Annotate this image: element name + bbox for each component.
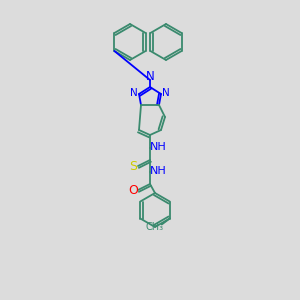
Text: N: N <box>130 88 138 98</box>
Text: O: O <box>128 184 138 197</box>
Text: CH₃: CH₃ <box>146 221 164 232</box>
Text: NH: NH <box>150 166 166 176</box>
Text: S: S <box>129 160 137 173</box>
Text: N: N <box>162 88 170 98</box>
Text: NH: NH <box>150 142 166 152</box>
Text: N: N <box>146 70 154 83</box>
